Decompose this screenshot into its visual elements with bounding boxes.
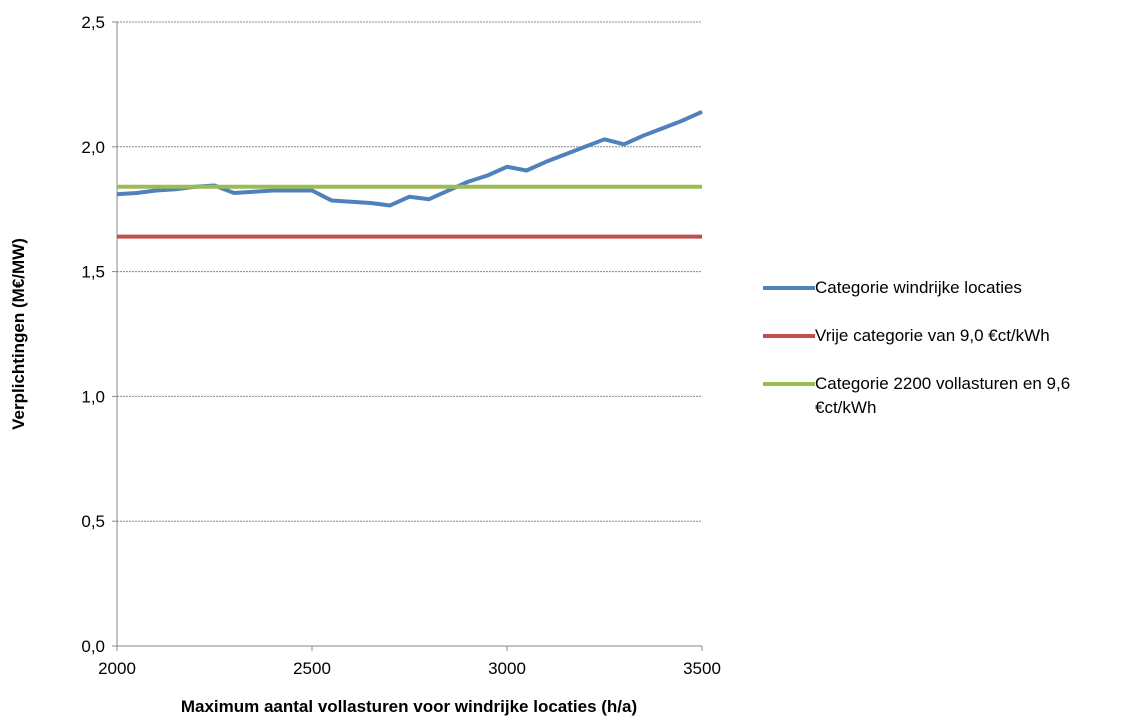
legend-swatch	[763, 334, 815, 338]
legend-label: Categorie 2200 vollasturen en 9,6 €ct/kW…	[815, 374, 1071, 417]
legend-swatch	[763, 286, 815, 290]
y-tick-label: 0,0	[81, 637, 105, 656]
y-tick-label: 1,5	[81, 263, 105, 282]
legend-item: Vrije categorie van 9,0 €ct/kWh	[763, 324, 1143, 348]
x-axis-title: Maximum aantal vollasturen voor windrijk…	[181, 697, 637, 716]
legend: Categorie windrijke locaties Vrije catego…	[763, 276, 1143, 444]
y-tick-label: 0,5	[81, 512, 105, 531]
y-tick-label: 2,0	[81, 138, 105, 157]
x-tick-label: 3000	[488, 659, 526, 678]
y-tick-label: 1,0	[81, 387, 105, 406]
x-tick-label: 2000	[98, 659, 136, 678]
legend-item: Categorie windrijke locaties	[763, 276, 1143, 300]
x-tick-label: 3500	[683, 659, 721, 678]
y-axis-title: Verplichtingen (M€/MW)	[9, 238, 28, 430]
series-line	[116, 110, 703, 208]
legend-swatch	[763, 382, 815, 386]
y-tick-label: 2,5	[81, 13, 105, 32]
legend-item: Categorie 2200 vollasturen en 9,6 €ct/kW…	[763, 372, 1143, 420]
legend-label: Vrije categorie van 9,0 €ct/kWh	[815, 326, 1050, 345]
x-tick-label: 2500	[293, 659, 331, 678]
legend-label: Categorie windrijke locaties	[815, 278, 1022, 297]
